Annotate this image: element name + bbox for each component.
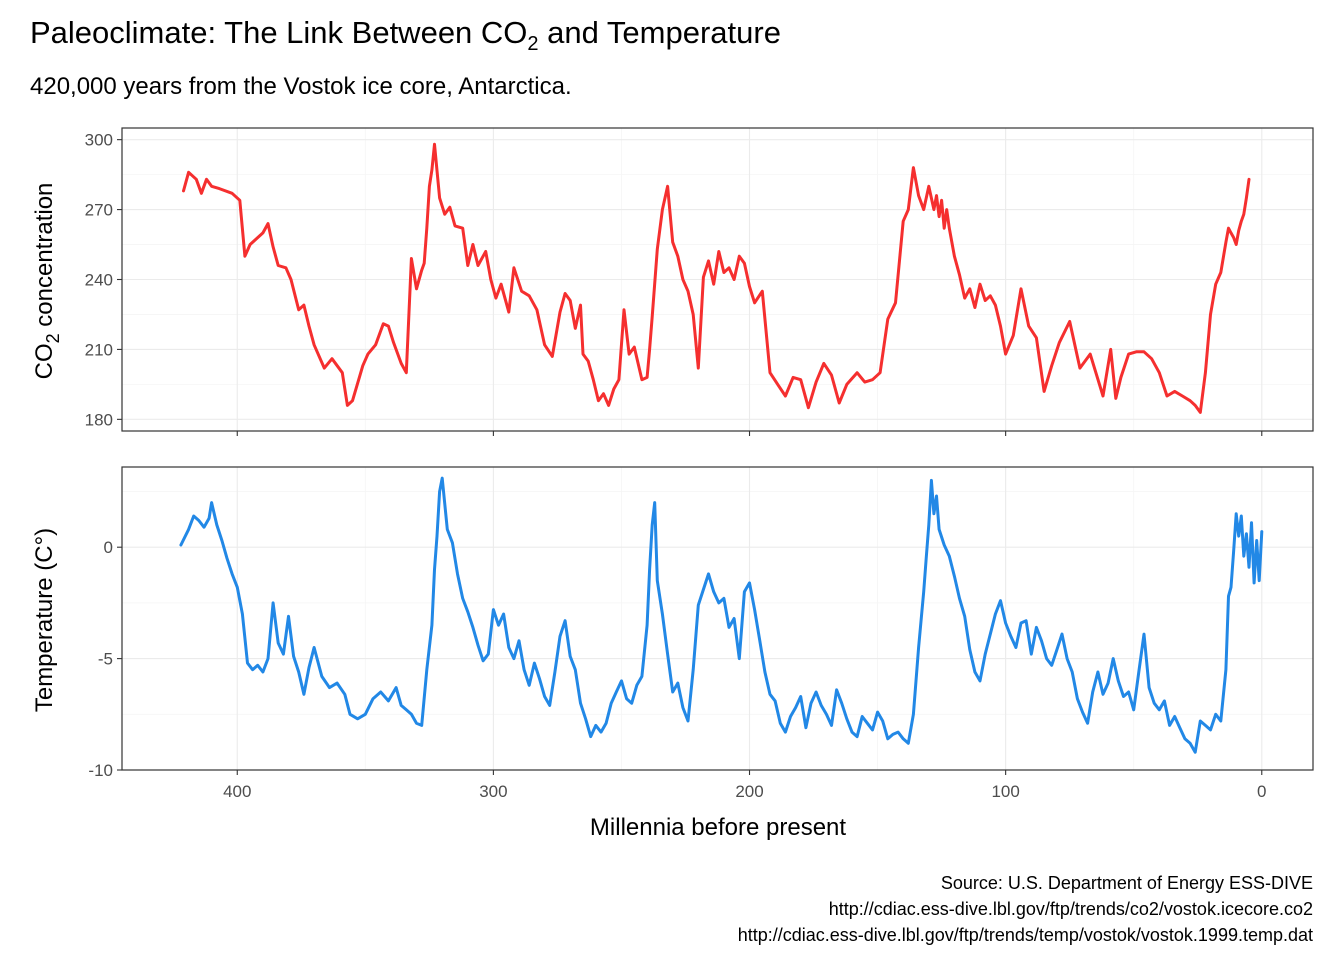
co2-y-axis-title-subscript: 2 [43, 333, 63, 343]
temperature-y-tick-label: -5 [98, 650, 113, 669]
chart-title-tail: and Temperature [539, 15, 781, 50]
caption-source: Source: U.S. Department of Energy ESS-DI… [941, 873, 1313, 893]
co2-y-axis-title: CO2 concentration [31, 183, 63, 380]
co2-series-line [182, 142, 1251, 414]
chart-subtitle: 420,000 years from the Vostok ice core, … [30, 73, 572, 100]
temperature-x-tick-label: 400 [223, 782, 251, 801]
temperature-x-tick-label: 100 [991, 782, 1019, 801]
co2-y-tick-label: 180 [85, 410, 113, 429]
temperature-x-tick-label: 200 [735, 782, 763, 801]
temperature-x-tick-label: 300 [479, 782, 507, 801]
chart-title: Paleoclimate: The Link Between CO2 and T… [30, 15, 781, 55]
chart-title-main: Paleoclimate: The Link Between CO [30, 15, 527, 50]
co2-y-tick-label: 300 [85, 131, 113, 150]
temperature-panel-border [121, 466, 1314, 771]
co2-y-axis-title-main: CO [31, 343, 58, 379]
temperature-series-line [179, 476, 1264, 754]
co2-panel: 180 210 240 270 300 [85, 127, 1314, 436]
caption-co2-url: http://cdiac.ess-dive.lbl.gov/ftp/trends… [829, 899, 1313, 919]
co2-y-tick-label: 240 [85, 271, 113, 290]
temperature-x-tick-label: 0 [1257, 782, 1266, 801]
temperature-y-axis-title: Temperature (C°) [31, 528, 58, 712]
temperature-panel: -10 -5 0 400 300 200 100 0 [88, 466, 1314, 801]
chart-title-subscript: 2 [527, 33, 538, 55]
temperature-y-tick-label: 0 [104, 538, 113, 557]
caption-temp-url: http://cdiac.ess-dive.lbl.gov/ftp/trends… [738, 925, 1313, 945]
co2-y-axis-title-tail: concentration [31, 183, 58, 334]
temperature-y-tick-label: -10 [88, 761, 113, 780]
co2-y-tick-label: 270 [85, 201, 113, 220]
x-axis-title: Millennia before present [590, 814, 846, 841]
co2-y-tick-label: 210 [85, 340, 113, 359]
